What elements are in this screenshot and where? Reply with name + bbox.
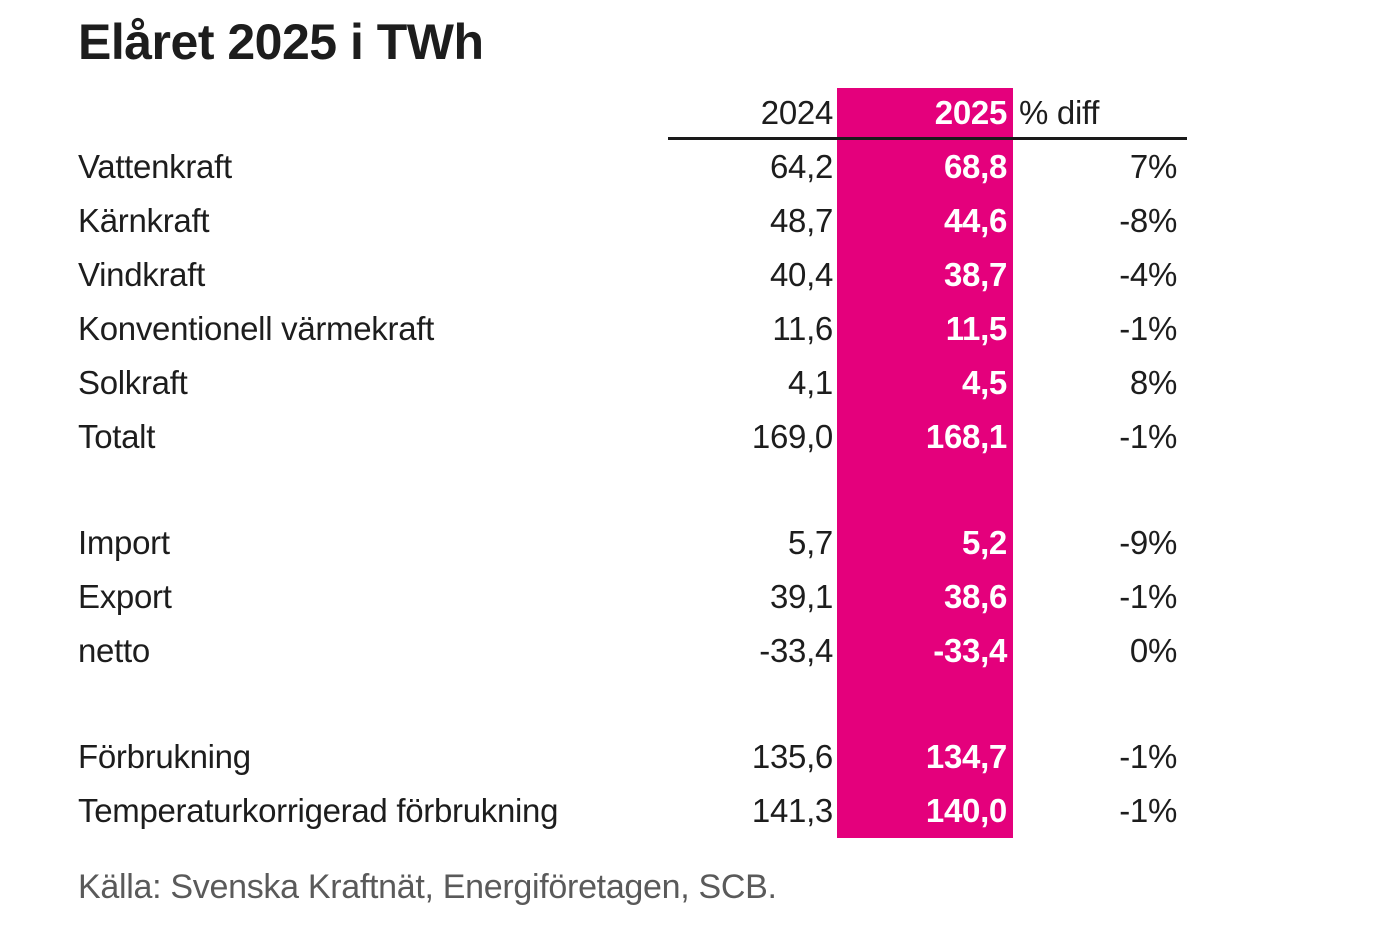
row-label: Kärnkraft bbox=[78, 202, 210, 239]
value-diff: -9% bbox=[1119, 524, 1177, 561]
table-row: netto -33,4 -33,4 0% bbox=[78, 624, 1187, 678]
table-row: Vattenkraft 64,2 68,8 7% bbox=[78, 140, 1187, 194]
spacer-2024-cell bbox=[668, 464, 837, 516]
spacer-row bbox=[78, 678, 1187, 730]
row-label: Export bbox=[78, 578, 172, 615]
spacer-2025-cell bbox=[837, 464, 1013, 516]
spacer-row bbox=[78, 464, 1187, 516]
value-2025: 38,6 bbox=[837, 570, 1013, 624]
value-2024: 5,7 bbox=[788, 524, 833, 561]
value-2025: 140,0 bbox=[837, 784, 1013, 838]
spacer-diff-cell bbox=[1013, 464, 1187, 516]
value-diff: -1% bbox=[1119, 738, 1177, 775]
value-diff: 8% bbox=[1129, 364, 1177, 401]
value-2024: 40,4 bbox=[769, 256, 833, 293]
value-2025: 68,8 bbox=[837, 140, 1013, 194]
table-row: Förbrukning 135,6 134,7 -1% bbox=[78, 730, 1187, 784]
table-row: Import 5,7 5,2 -9% bbox=[78, 516, 1187, 570]
value-diff: -4% bbox=[1119, 256, 1177, 293]
value-2025: 11,5 bbox=[837, 302, 1013, 356]
value-diff: -1% bbox=[1119, 578, 1177, 615]
table-row: Totalt 169,0 168,1 -1% bbox=[78, 410, 1187, 464]
table-row: Export 39,1 38,6 -1% bbox=[78, 570, 1187, 624]
spacer-2025-cell bbox=[837, 678, 1013, 730]
spacer-label-cell bbox=[78, 464, 668, 516]
spacer-2024-cell bbox=[668, 678, 837, 730]
value-2024: 169,0 bbox=[751, 418, 833, 455]
row-label: netto bbox=[78, 632, 150, 669]
page-title: Elåret 2025 i TWh bbox=[78, 14, 484, 70]
row-label: Import bbox=[78, 524, 170, 561]
value-diff: -1% bbox=[1119, 792, 1177, 829]
value-2024: 11,6 bbox=[772, 310, 833, 347]
value-2024: 4,1 bbox=[788, 364, 833, 401]
value-2025: 134,7 bbox=[837, 730, 1013, 784]
spacer-diff-cell bbox=[1013, 678, 1187, 730]
row-label: Totalt bbox=[78, 418, 156, 455]
row-label: Förbrukning bbox=[78, 738, 251, 775]
value-2024: 135,6 bbox=[751, 738, 833, 775]
value-2025: 44,6 bbox=[837, 194, 1013, 248]
spacer-label-cell bbox=[78, 678, 668, 730]
energy-table: 2024 2025 % diff Vattenkraft 64,2 68,8 7% Kä… bbox=[78, 88, 1187, 838]
column-header-2025: 2025 bbox=[837, 88, 1013, 140]
value-2024: -33,4 bbox=[759, 632, 833, 669]
row-label: Vattenkraft bbox=[78, 148, 232, 185]
row-label: Konventionell värmekraft bbox=[78, 310, 434, 347]
table-header-row: 2024 2025 % diff bbox=[78, 88, 1187, 140]
value-diff: -1% bbox=[1119, 418, 1177, 455]
value-2024: 141,3 bbox=[751, 792, 833, 829]
value-diff: 0% bbox=[1129, 632, 1177, 669]
table-row: Kärnkraft 48,7 44,6 -8% bbox=[78, 194, 1187, 248]
value-diff: -1% bbox=[1119, 310, 1177, 347]
table-row: Solkraft 4,1 4,5 8% bbox=[78, 356, 1187, 410]
value-2024: 39,1 bbox=[769, 578, 833, 615]
value-2025: -33,4 bbox=[837, 624, 1013, 678]
header-label-cell bbox=[78, 88, 668, 140]
row-label: Vindkraft bbox=[78, 256, 205, 293]
column-header-2024: 2024 bbox=[668, 88, 837, 140]
value-2025: 5,2 bbox=[837, 516, 1013, 570]
value-2024: 48,7 bbox=[769, 202, 833, 239]
table-row: Vindkraft 40,4 38,7 -4% bbox=[78, 248, 1187, 302]
energy-table-body: Vattenkraft 64,2 68,8 7% Kärnkraft 48,7 44,6 -8… bbox=[78, 140, 1187, 838]
row-label: Temperaturkorrigerad förbrukning bbox=[78, 792, 559, 829]
row-label: Solkraft bbox=[78, 364, 188, 401]
source-caption: Källa: Svenska Kraftnät, Energiföretagen… bbox=[78, 868, 777, 906]
value-2024: 64,2 bbox=[769, 148, 833, 185]
value-diff: 7% bbox=[1129, 148, 1177, 185]
value-2025: 38,7 bbox=[837, 248, 1013, 302]
value-2025: 4,5 bbox=[837, 356, 1013, 410]
table-row: Konventionell värmekraft 11,6 11,5 -1% bbox=[78, 302, 1187, 356]
value-2025: 168,1 bbox=[837, 410, 1013, 464]
column-header-diff: % diff bbox=[1013, 88, 1187, 140]
table-row: Temperaturkorrigerad förbrukning 141,3 140… bbox=[78, 784, 1187, 838]
value-diff: -8% bbox=[1119, 202, 1177, 239]
